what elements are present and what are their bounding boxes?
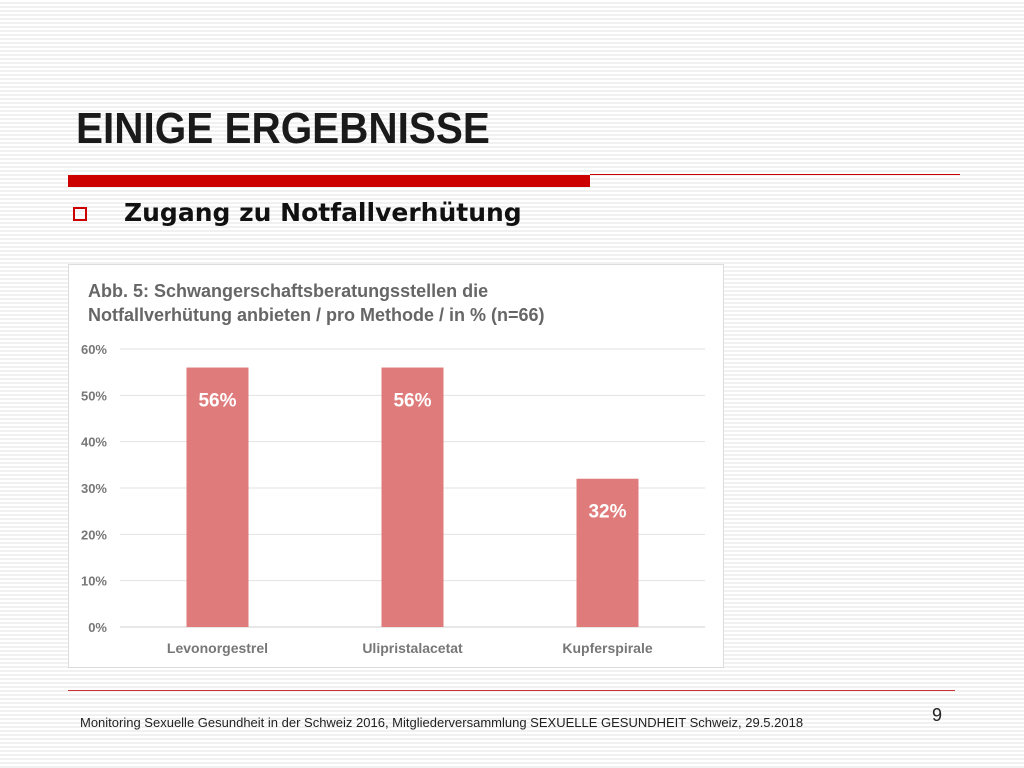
bullet-square-icon <box>73 207 87 221</box>
y-tick-label: 10% <box>81 574 107 589</box>
y-tick-label: 20% <box>81 527 107 542</box>
bullet-text: Zugang zu Notfallverhütung <box>124 198 522 227</box>
bar <box>186 367 249 627</box>
y-tick-label: 30% <box>81 481 107 496</box>
y-tick-label: 0% <box>88 620 107 635</box>
title-underline-thin <box>590 174 960 175</box>
y-tick-label: 40% <box>81 435 107 450</box>
bar-data-label: 56% <box>198 391 236 412</box>
chart-title-line-2: Notfallverhütung anbieten / pro Methode … <box>88 305 545 325</box>
y-tick-label: 60% <box>81 342 107 357</box>
title-underline-bar <box>68 175 590 187</box>
x-category-label: Levonorgestrel <box>167 640 268 656</box>
x-category-label: Ulipristalacetat <box>362 640 463 656</box>
bar-data-label: 32% <box>588 502 626 523</box>
y-tick-label: 50% <box>81 388 107 403</box>
bar <box>381 367 444 627</box>
bar-data-label: 56% <box>393 391 431 412</box>
chart-title-line-1: Abb. 5: Schwangerschaftsberatungsstellen… <box>88 281 489 301</box>
page-number: 9 <box>932 705 943 725</box>
bar <box>576 478 639 627</box>
x-category-label: Kupferspirale <box>562 640 652 656</box>
footer-text: Monitoring Sexuelle Gesundheit in der Sc… <box>80 715 804 730</box>
slide-title: EINIGE ERGEBNISSE <box>76 104 490 153</box>
footer-line <box>68 690 955 691</box>
